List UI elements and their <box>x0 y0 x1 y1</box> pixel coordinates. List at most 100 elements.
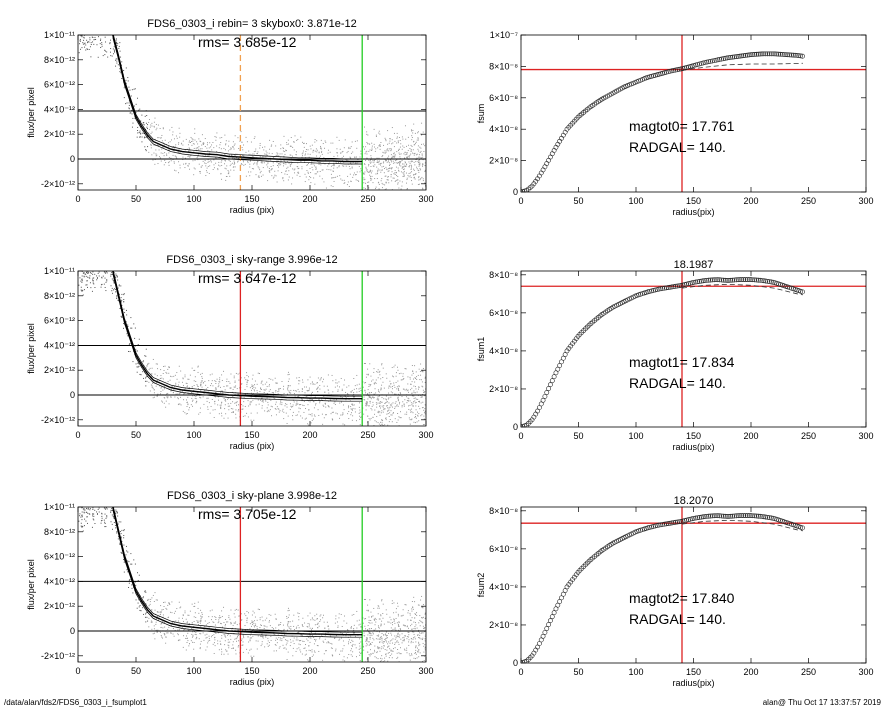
scatter-point <box>85 275 87 277</box>
scatter-point <box>193 605 195 607</box>
scatter-point <box>216 150 218 152</box>
scatter-point <box>378 391 380 393</box>
scatter-point <box>144 355 146 357</box>
scatter-point <box>354 157 356 159</box>
scatter-point <box>193 174 195 176</box>
scatter-point <box>215 136 217 138</box>
scatter-point <box>229 165 231 167</box>
scatter-point <box>356 384 358 386</box>
scatter-point <box>169 604 171 606</box>
curve-point <box>794 53 800 58</box>
scatter-point <box>201 386 203 388</box>
curve-point <box>778 51 783 57</box>
curve-point <box>560 132 566 138</box>
curve-point <box>676 283 682 289</box>
scatter-point <box>352 415 354 417</box>
scatter-point <box>188 409 190 411</box>
scatter-point <box>311 415 313 417</box>
scatter-point <box>422 616 424 618</box>
scatter-point <box>375 148 377 150</box>
scatter-point <box>325 414 327 416</box>
scatter-point <box>150 143 152 145</box>
scatter-point <box>319 638 321 640</box>
scatter-point <box>408 161 410 163</box>
scatter-point <box>402 614 404 616</box>
scatter-point <box>236 388 238 390</box>
scatter-point <box>84 268 85 269</box>
scatter-point <box>93 515 95 517</box>
scatter-point <box>369 622 371 624</box>
scatter-point <box>143 613 145 615</box>
scatter-point <box>316 382 318 384</box>
scatter-point <box>198 612 200 614</box>
scatter-point <box>318 152 320 154</box>
scatter-point <box>368 143 370 145</box>
scatter-point <box>381 658 383 660</box>
scatter-point <box>411 145 413 147</box>
scatter-point <box>340 152 342 154</box>
scatter-point <box>416 153 418 155</box>
scatter-point <box>366 169 368 171</box>
scatter-point <box>293 401 295 403</box>
scatter-point <box>158 144 160 146</box>
scatter-point <box>221 137 223 139</box>
curve-point <box>711 58 717 63</box>
scatter-point <box>386 150 388 152</box>
scatter-point <box>287 640 289 642</box>
scatter-point <box>151 385 153 387</box>
scatter-point <box>276 638 278 640</box>
scatter-point <box>239 387 241 389</box>
scatter-point <box>402 163 404 165</box>
scatter-point <box>416 431 417 432</box>
scatter-point <box>199 140 201 142</box>
scatter-point <box>418 154 420 156</box>
scatter-point <box>391 385 393 387</box>
scatter-point <box>359 409 361 411</box>
scatter-point <box>100 284 102 286</box>
scatter-point <box>286 403 288 405</box>
scatter-point <box>416 157 418 159</box>
scatter-point <box>80 525 82 527</box>
scatter-point <box>127 335 129 337</box>
scatter-point <box>409 400 411 402</box>
scatter-point <box>206 147 208 149</box>
scatter-point <box>404 161 406 163</box>
scatter-point <box>391 621 393 623</box>
scatter-point <box>92 17 93 18</box>
y-tick-label: 4×10⁻⁸ <box>489 346 518 356</box>
scatter-point <box>415 624 417 626</box>
scatter-point <box>421 370 423 372</box>
scatter-point <box>310 619 312 621</box>
scatter-point <box>91 36 93 38</box>
scatter-point <box>295 650 297 652</box>
scatter-point <box>249 404 251 406</box>
scatter-point <box>410 144 412 146</box>
scatter-point <box>191 623 193 625</box>
scatter-point <box>231 412 233 414</box>
scatter-point <box>200 382 202 384</box>
scatter-point <box>252 153 254 155</box>
scatter-point <box>224 644 226 646</box>
scatter-point <box>92 518 94 520</box>
scatter-point <box>261 633 263 635</box>
scatter-point <box>257 153 259 155</box>
scatter-point <box>197 365 199 367</box>
scatter-point <box>323 378 325 380</box>
scatter-point <box>340 650 342 652</box>
scatter-point <box>333 402 335 404</box>
scatter-point <box>195 398 197 400</box>
scatter-point <box>364 188 366 190</box>
scatter-point <box>309 168 311 170</box>
scatter-point <box>207 161 209 163</box>
scatter-point <box>144 136 146 138</box>
scatter-point <box>373 424 375 426</box>
scatter-point <box>383 144 385 146</box>
scatter-point <box>153 126 155 128</box>
scatter-point <box>118 47 120 49</box>
scatter-point <box>398 622 400 624</box>
scatter-point <box>340 152 342 154</box>
scatter-point <box>94 20 95 21</box>
scatter-point <box>92 249 93 250</box>
scatter-point <box>417 374 419 376</box>
scatter-point <box>346 386 348 388</box>
